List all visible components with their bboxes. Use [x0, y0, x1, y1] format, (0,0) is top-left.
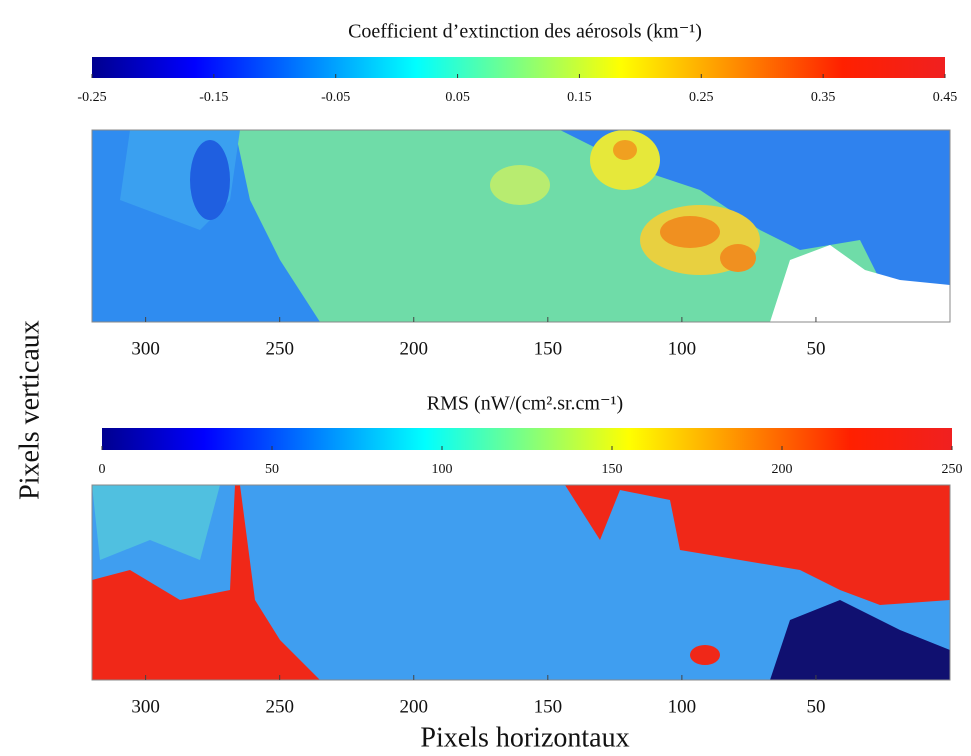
heatmap-region [690, 645, 720, 665]
x-tick-label: 200 [400, 696, 429, 717]
colorbar-tick-label: 150 [602, 462, 623, 477]
colorbar-tick-label: 0.35 [811, 90, 836, 105]
colorbar-tick-label: 200 [772, 462, 793, 477]
x-axis-label: Pixels horizontaux [420, 722, 629, 753]
x-tick-label: 250 [265, 696, 294, 717]
x-tick-label: 300 [131, 338, 160, 359]
map-frame [91, 129, 951, 323]
heatmap-region [92, 485, 320, 680]
x-tick-label: 150 [534, 338, 563, 359]
chart-title: Coefficient d’extinction des aérosols (k… [348, 21, 702, 43]
colorbar-tick-label: 250 [942, 462, 963, 477]
heatmap-image [92, 485, 950, 680]
heatmap-region [565, 485, 950, 605]
x-tick-label: 300 [131, 696, 160, 717]
heatmap-region [660, 216, 720, 248]
x-tick-label: 100 [668, 696, 697, 717]
colorbar-tick-label: 0.15 [567, 90, 592, 105]
heatmap-region [613, 140, 637, 160]
colorbar-tick-label: 0 [99, 462, 106, 477]
heatmap-region [190, 140, 230, 220]
x-tick-label: 150 [534, 696, 563, 717]
colorbar-tick-label: 50 [265, 462, 279, 477]
x-tick-label: 50 [806, 696, 825, 717]
colorbar [92, 57, 945, 78]
colorbar-tick-label: -0.25 [77, 90, 106, 105]
heatmap-region [720, 244, 756, 272]
heatmap-region [770, 600, 950, 680]
x-tick-label: 250 [265, 338, 294, 359]
heatmap-region [770, 245, 950, 322]
colorbar-tick-label: 100 [432, 462, 453, 477]
map-frame [91, 484, 951, 681]
x-tick-label: 100 [668, 338, 697, 359]
heatmap-region [92, 485, 220, 560]
heatmap-image [92, 130, 950, 322]
colorbar-tick-label: -0.05 [321, 90, 350, 105]
x-tick-label: 50 [806, 338, 825, 359]
y-axis-label: Pixels verticaux [14, 320, 45, 500]
colorbar-tick-label: 0.25 [689, 90, 714, 105]
colorbar [102, 428, 952, 450]
chart-title: RMS (nW/(cm².sr.cm⁻¹) [427, 393, 623, 415]
colorbar-tick-label: 0.45 [933, 90, 958, 105]
x-tick-label: 200 [400, 338, 429, 359]
colorbar-tick-label: 0.05 [445, 90, 470, 105]
heatmap-region [490, 165, 550, 205]
colorbar-tick-label: -0.15 [199, 90, 228, 105]
